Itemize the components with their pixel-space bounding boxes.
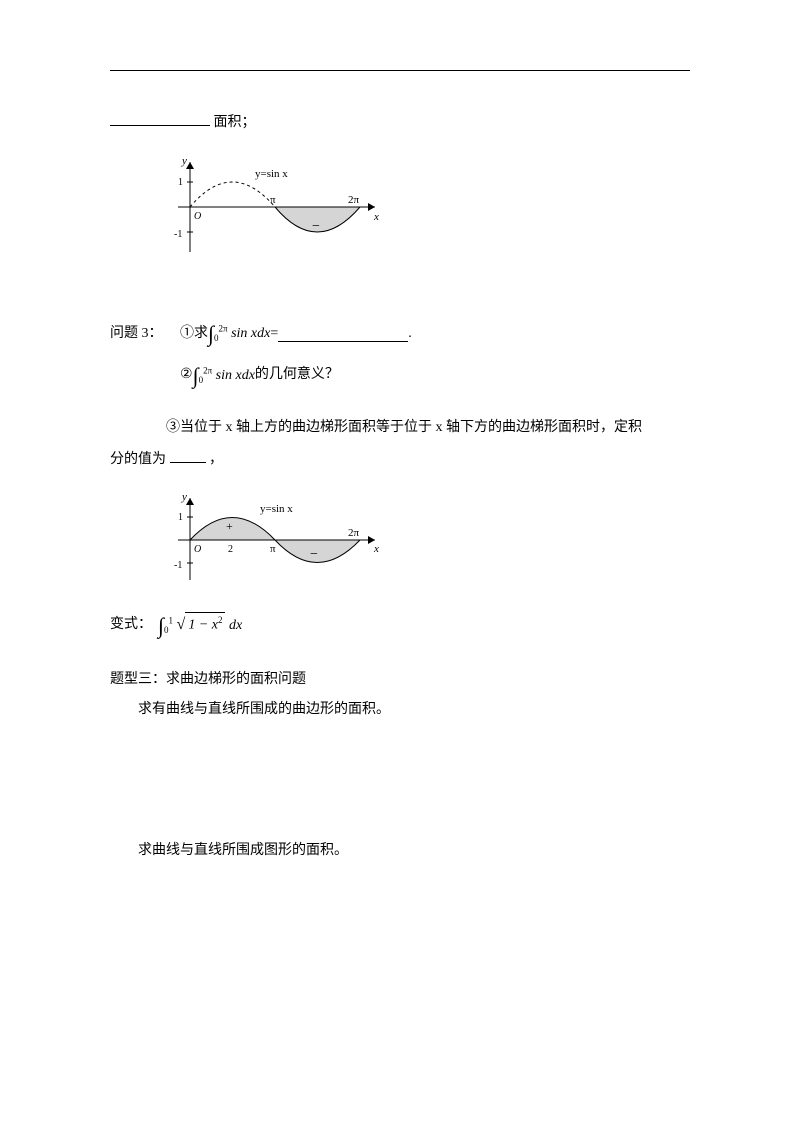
q3-p3b: 分的值为 (110, 452, 166, 467)
curve-label-1: y=sin x (255, 168, 288, 180)
type3-heading: 题型三：求曲边梯形的面积问题 (110, 669, 690, 691)
q3-p2-suffix: 的几何意义？ (255, 364, 339, 386)
variant-row: 变式： ∫01 √1 − x2 dx (110, 608, 690, 643)
ytick-1: 1 (178, 177, 183, 188)
vint-dx: dx (225, 618, 242, 633)
type3-q1: 求有曲线与直线所围成的曲边形的面积。 (138, 699, 690, 721)
xtick-pi-2: π (270, 543, 276, 555)
int2-upper: 2π (203, 365, 212, 375)
q3-blank-2 (170, 447, 206, 463)
curve-label-2: y=sin x (260, 503, 293, 515)
sin-graph-1: y x 1 -1 O y=sin x π 2π − (150, 152, 390, 262)
type3-q2: 求曲线与直线所围成图形的面积。 (138, 840, 690, 862)
spacer (110, 280, 690, 316)
q3-p1-eq: = (270, 323, 278, 345)
q3-p1-tail: . (408, 323, 412, 345)
q3-part3-row: 分的值为 ， (110, 447, 690, 471)
blank-area (110, 110, 210, 126)
xtick-2: 2 (228, 544, 233, 555)
q3-p3c: ， (209, 452, 223, 467)
minus-sign-2: − (310, 547, 318, 562)
vint-upper: 1 (169, 615, 174, 625)
y-axis-label: y (181, 155, 187, 167)
figure-sin-2: y x 1 -1 O y=sin x 2 π 2π + − (150, 490, 690, 590)
figure-sin-1: y x 1 -1 O y=sin x π 2π − (150, 152, 690, 262)
q3-blank-1 (278, 326, 408, 342)
origin-2: O (194, 544, 201, 555)
q3-part2-row: ② ∫02π sin xdx 的几何意义？ (180, 358, 690, 393)
q3-p1-prefix: ①求 (180, 323, 208, 345)
spacer (110, 730, 690, 840)
vint-sup: 2 (218, 615, 223, 625)
minus-sign-1: − (312, 219, 320, 234)
vint-lower: 0 (164, 624, 169, 634)
integral-2: ∫02π sin xdx (193, 358, 255, 393)
variant-integral: ∫01 √1 − x2 dx (158, 608, 242, 643)
int1-upper: 2π (219, 324, 228, 334)
q3-p2-prefix: ② (180, 364, 193, 386)
ytick-neg1: -1 (174, 229, 182, 240)
int1-lower: 0 (214, 333, 219, 343)
variant-label: 变式： (110, 614, 152, 636)
int2-body: sin xdx (216, 368, 255, 383)
x-label-2: x (373, 543, 379, 555)
q3-part1-row: 问题 3： ①求 ∫02π sin xdx = . (110, 316, 690, 351)
xtick-pi: π (270, 194, 276, 206)
ytick-1b: 1 (178, 512, 183, 523)
ytick-neg1b: -1 (174, 560, 182, 571)
int1-body: sin xdx (231, 326, 270, 341)
x-axis-label: x (373, 211, 379, 223)
line-area-prefix: 面积； (110, 110, 690, 134)
sin-graph-2: y x 1 -1 O y=sin x 2 π 2π + − (150, 490, 390, 590)
xtick-2pi: 2π (348, 194, 360, 206)
q3-label: 问题 3： (110, 323, 180, 345)
spacer (110, 399, 690, 417)
xtick-2pi-2: 2π (348, 527, 360, 539)
origin-label: O (194, 211, 201, 222)
vint-body: 1 − x (188, 618, 218, 633)
plus-sign: + (226, 519, 233, 533)
int2-lower: 0 (199, 374, 204, 384)
y-label-2: y (181, 491, 187, 503)
integral-1: ∫02π sin xdx (208, 316, 270, 351)
q3-part3-a: ③当位于 x 轴上方的曲边梯形面积等于位于 x 轴下方的曲边梯形面积时，定积 (166, 417, 690, 439)
text-area-suffix: 面积； (214, 115, 256, 130)
spacer (110, 651, 690, 669)
top-rule (110, 70, 690, 71)
